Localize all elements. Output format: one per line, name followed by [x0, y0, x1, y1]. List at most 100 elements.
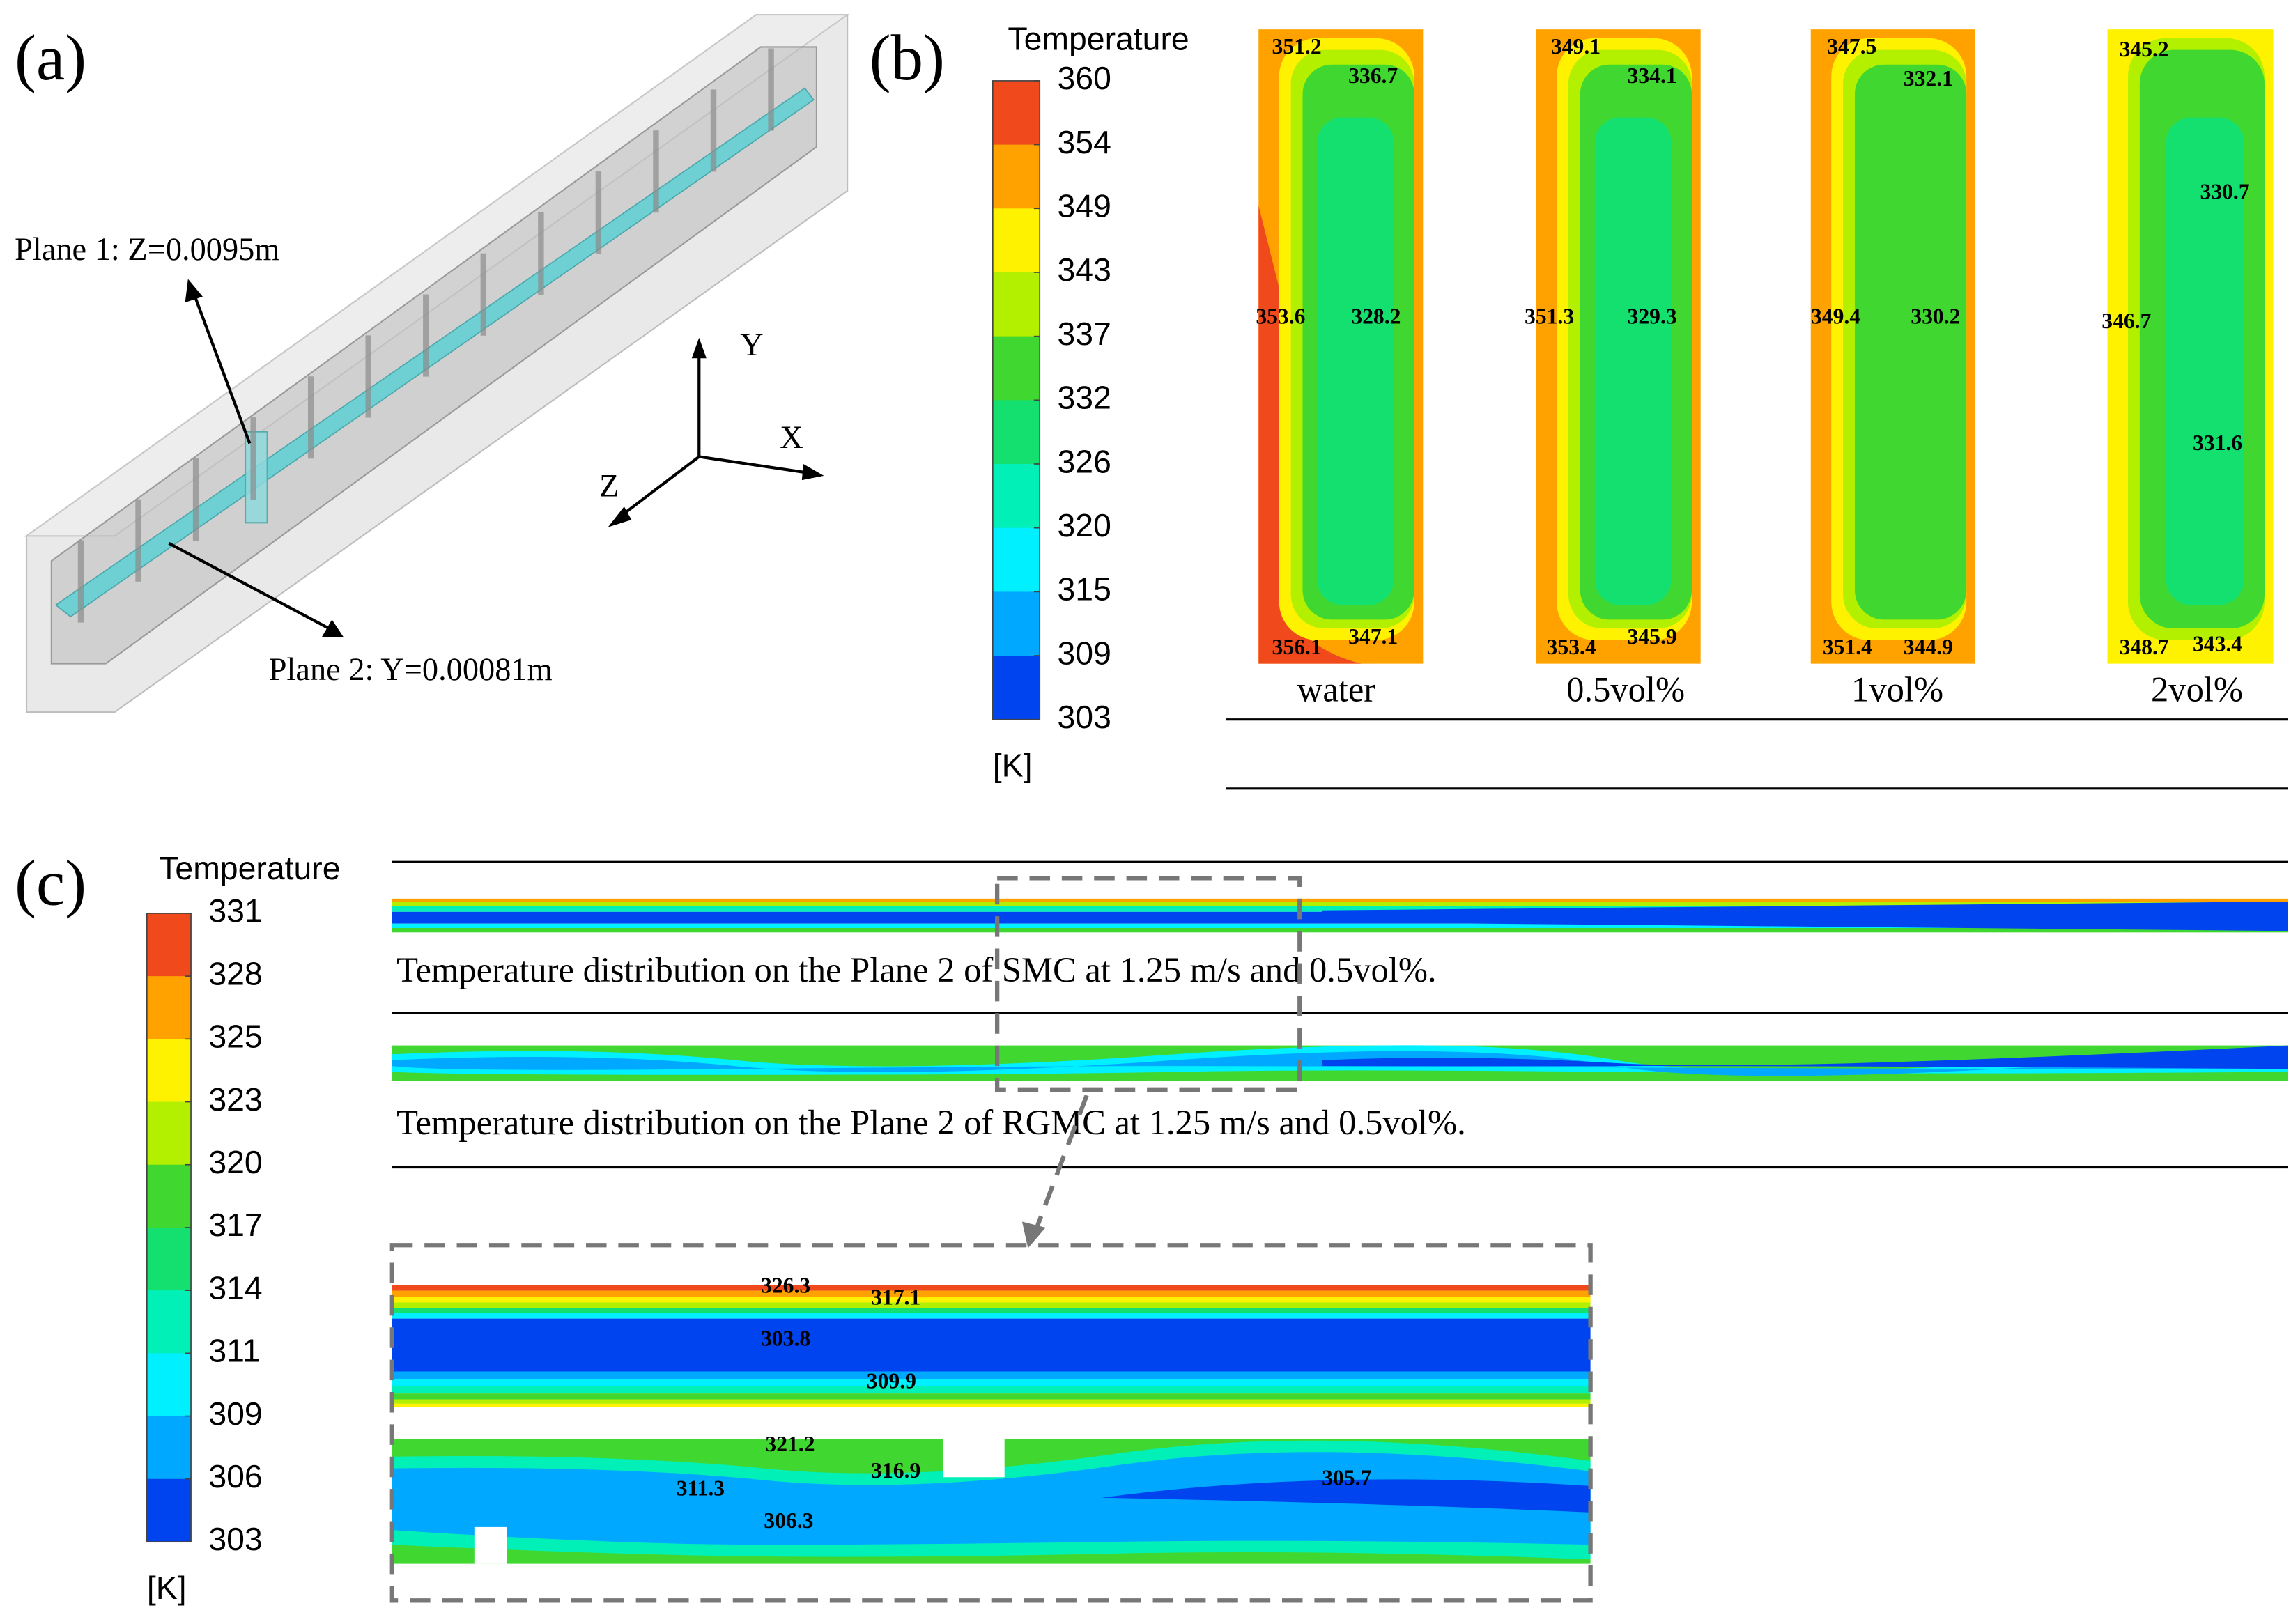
colorbar-band: [146, 1290, 192, 1354]
fin: [365, 335, 371, 418]
channel-model: [24, 14, 850, 713]
contour-label: 347.1: [1348, 624, 1398, 649]
contour-band: [392, 923, 2288, 928]
contour-band: [392, 906, 2288, 912]
colorbar-tick-label: 354: [1058, 124, 1111, 160]
contour-label: 351.4: [1823, 635, 1872, 659]
contour-label: 345.9: [1628, 624, 1677, 649]
contour-label: 356.1: [1272, 635, 1322, 659]
fin: [480, 253, 487, 336]
fin: [307, 376, 314, 459]
contour-label: 311.3: [677, 1476, 725, 1500]
contour-label: 349.4: [1811, 304, 1860, 329]
colorbar-band: [146, 1164, 192, 1229]
fin-gap: [474, 1526, 507, 1564]
contour-label: 353.6: [1256, 304, 1305, 329]
contour-label: 336.7: [1348, 63, 1398, 88]
colorbar-band: [992, 80, 1040, 146]
colorbar-band: [146, 1039, 192, 1103]
colorbar-band: [146, 1416, 192, 1480]
zoom-box: [389, 1243, 1593, 1603]
contour-band: [1101, 1479, 1591, 1513]
colorbar-band: [146, 1227, 192, 1292]
colorbar-tick-label: 331: [208, 892, 262, 929]
arrow: [192, 293, 252, 444]
contour-band: [1321, 1045, 2288, 1069]
colorbar-tick-label: 314: [208, 1269, 262, 1306]
colorbar-tick-label: 360: [1058, 60, 1111, 96]
colorbar-band: [146, 1353, 192, 1417]
colorbar-title: Temperature: [159, 850, 340, 886]
fin: [250, 417, 256, 500]
colorbar-band: [992, 208, 1040, 274]
contour-label: 345.2: [2120, 37, 2169, 61]
contour-label: 317.1: [871, 1285, 920, 1309]
contour-label: 330.2: [1911, 304, 1960, 329]
contour-band: [392, 1285, 1591, 1291]
contour-label: 347.5: [1827, 34, 1876, 59]
colorbar-band: [992, 591, 1040, 657]
colorbar-band: [992, 464, 1040, 529]
colorbar-unit: [K]: [147, 1570, 187, 1606]
arrow-head: [321, 619, 344, 637]
contours: [392, 29, 2288, 1564]
fin: [192, 458, 199, 541]
arrow-head: [691, 337, 707, 359]
zoom-pointer: [1035, 1095, 1089, 1229]
contour-band: [392, 1290, 1591, 1297]
colorbar-tick-label: 317: [208, 1207, 262, 1243]
contour-label: 346.7: [2101, 309, 2151, 333]
zoom-region: [994, 876, 1302, 1092]
contour-band: [392, 1399, 1591, 1404]
fin: [423, 294, 429, 377]
fin: [768, 48, 774, 131]
contour-label: 348.7: [2120, 635, 2169, 659]
panel-label: (a): [15, 22, 86, 94]
axis-label: X: [780, 420, 803, 456]
colorbar-tick-label: 332: [1058, 380, 1111, 416]
case-label: 0.5vol%: [1566, 670, 1685, 709]
colorbar-title: Temperature: [1008, 20, 1189, 56]
colorbar-band: [992, 400, 1040, 465]
fins: [77, 48, 774, 623]
colorbar-band: [992, 656, 1040, 720]
case-label: water: [1297, 670, 1375, 709]
contour-band: [392, 1297, 1591, 1303]
colorbar-tick-label: 309: [1058, 635, 1111, 671]
contour-band: [392, 1379, 1591, 1386]
contour-label: 351.3: [1525, 304, 1574, 329]
colorbar-tick-label: 326: [1058, 443, 1111, 479]
contour-label: 305.7: [1322, 1466, 1371, 1490]
fin: [710, 89, 717, 172]
panel-label: (b): [870, 22, 945, 94]
fin-gap: [943, 1439, 1005, 1478]
colorbar-tick-label: 315: [1058, 571, 1111, 608]
colorbar-tick-label: 311: [208, 1333, 260, 1369]
contour-band: [392, 1393, 1591, 1400]
colorbar-band: [146, 913, 192, 977]
contour-label: 334.1: [1628, 63, 1677, 88]
fin: [595, 171, 602, 254]
colorbar-band: [992, 144, 1040, 210]
colorbar-tick-label: 303: [1058, 699, 1111, 735]
contour-band: [392, 898, 2288, 902]
arrow-head: [801, 464, 824, 481]
case-label: 2vol%: [2151, 670, 2243, 709]
contour-label: 309.9: [867, 1369, 916, 1393]
colorbar-tick-label: 320: [1058, 507, 1111, 543]
contour-band: [392, 1403, 1591, 1407]
contour-band: [392, 1452, 1591, 1545]
caption: Temperature distribution on the Plane 2 …: [396, 950, 1437, 989]
colorbar-tick-label: 303: [208, 1521, 262, 1557]
colorbar-unit: [K]: [993, 748, 1033, 784]
contour-band: [1317, 117, 1394, 605]
contour-band: [392, 1313, 1591, 1319]
contour-label: 332.1: [1904, 66, 1953, 91]
fin: [653, 130, 659, 213]
case-label: 1vol%: [1851, 670, 1943, 709]
contour-label: 329.3: [1628, 304, 1677, 329]
plane-label: Plane 2: Y=0.00081m: [269, 652, 553, 688]
contour-band: [392, 928, 2288, 933]
